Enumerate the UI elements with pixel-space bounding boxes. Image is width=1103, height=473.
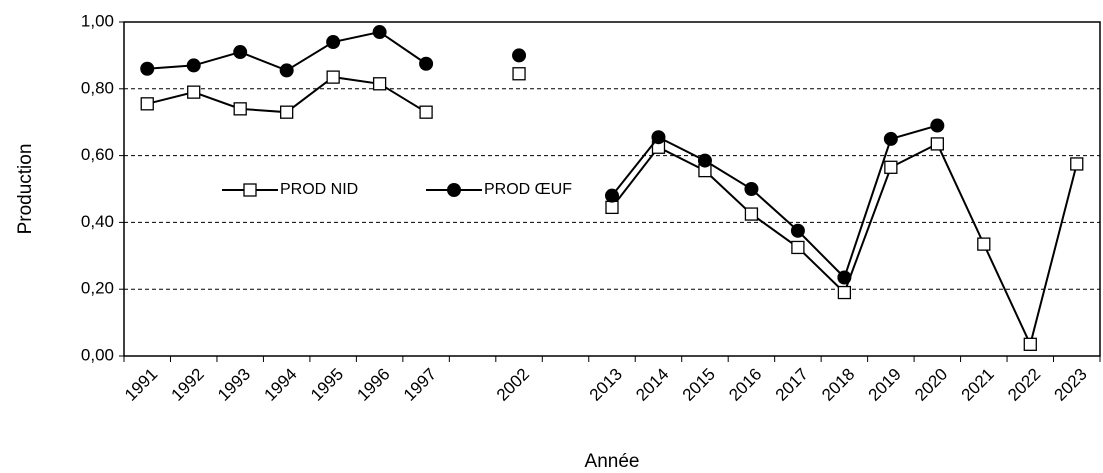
data-point <box>977 237 991 251</box>
x-tick-label: 1994 <box>260 365 300 405</box>
y-tick-label: 0,40 <box>81 212 114 231</box>
y-axis-label: Production <box>15 144 36 235</box>
data-point <box>140 97 154 111</box>
plot-frame <box>123 21 1101 357</box>
y-tick-label: 0,00 <box>81 345 114 364</box>
data-point <box>187 85 201 99</box>
legend-label: PROD ŒUF <box>484 181 572 198</box>
x-tick-label: 2013 <box>586 365 626 405</box>
x-tick-label: 1997 <box>400 365 440 405</box>
x-tick-label: 2014 <box>632 365 672 405</box>
data-point <box>512 48 527 63</box>
y-tick-label: 1,00 <box>81 11 114 30</box>
x-tick-label: 2022 <box>1004 365 1044 405</box>
x-tick-label: 1992 <box>168 365 208 405</box>
data-point <box>930 118 945 133</box>
x-tick-label: 1993 <box>214 365 254 405</box>
data-point <box>1023 337 1037 351</box>
y-tick-label: 0,80 <box>81 78 114 97</box>
data-point <box>744 207 759 221</box>
data-point <box>280 105 294 119</box>
data-point <box>837 270 852 285</box>
data-point <box>837 285 852 300</box>
x-tick-label: 2018 <box>818 365 858 405</box>
data-point <box>512 67 526 81</box>
x-tick-label: 2023 <box>1051 365 1091 405</box>
data-point <box>930 137 944 151</box>
x-tick-label: 2017 <box>772 365 812 405</box>
x-tick-label: 1996 <box>353 365 393 405</box>
data-point <box>697 153 712 168</box>
legend-label: PROD NID <box>280 181 358 198</box>
x-axis-label: Année <box>585 451 640 472</box>
data-point <box>1070 157 1084 171</box>
data-point <box>233 45 248 60</box>
data-point <box>326 35 341 50</box>
data-point <box>651 130 666 145</box>
data-point <box>186 58 201 73</box>
data-point <box>326 70 340 84</box>
x-tick-label: 1995 <box>307 365 347 405</box>
y-tick-label: 0,20 <box>81 279 114 298</box>
x-tick-label: 1991 <box>121 365 161 405</box>
data-point <box>419 105 433 119</box>
x-tick-label: 2002 <box>493 365 533 405</box>
x-tick-label: 2020 <box>911 365 951 405</box>
series-line <box>611 124 938 280</box>
data-point <box>883 131 898 146</box>
data-point <box>233 102 247 116</box>
x-tick-label: 2019 <box>865 365 905 405</box>
legend-marker <box>243 183 257 197</box>
legend-marker <box>447 183 461 197</box>
data-point <box>372 77 387 91</box>
data-point <box>419 56 434 71</box>
data-point <box>744 182 759 196</box>
series-line <box>611 142 1078 348</box>
data-point <box>140 61 155 76</box>
data-point <box>279 63 294 78</box>
data-point <box>791 240 805 255</box>
y-tick-label: 0,60 <box>81 145 114 164</box>
data-point <box>884 160 898 174</box>
x-tick-label: 2016 <box>725 365 765 405</box>
data-point <box>790 223 805 238</box>
data-point <box>605 188 619 203</box>
x-tick-label: 2015 <box>679 365 719 405</box>
data-point <box>605 200 619 215</box>
data-point <box>372 25 387 40</box>
x-tick-label: 2021 <box>958 365 998 405</box>
